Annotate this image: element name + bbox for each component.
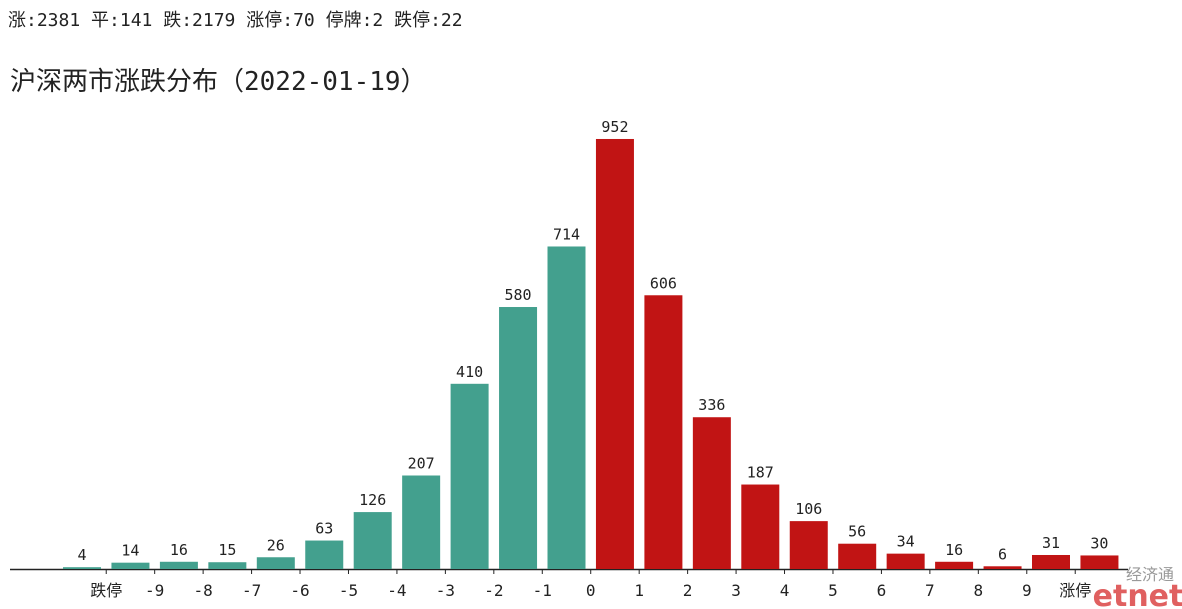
value-label: 336 xyxy=(698,396,725,414)
value-label: 714 xyxy=(553,225,580,243)
bar xyxy=(886,553,925,569)
bar xyxy=(1032,554,1070,569)
x-tick-label: 4 xyxy=(780,581,790,600)
value-label: 56 xyxy=(848,523,866,541)
value-label: 126 xyxy=(359,491,386,509)
bar xyxy=(256,557,295,569)
value-label: 15 xyxy=(218,541,236,559)
chart-title: 沪深两市涨跌分布（2022-01-19） xyxy=(10,67,427,97)
value-label: 187 xyxy=(747,464,774,482)
bar xyxy=(111,562,150,569)
bar xyxy=(353,512,392,569)
value-label: 952 xyxy=(601,118,628,136)
bar xyxy=(983,566,1022,569)
bar xyxy=(1080,555,1119,569)
x-tick-label: 0 xyxy=(586,581,596,600)
x-tick-label: 8 xyxy=(974,581,984,600)
bar xyxy=(63,567,101,569)
value-label: 26 xyxy=(267,536,285,554)
bar xyxy=(402,475,441,569)
bar xyxy=(838,543,877,569)
value-label: 106 xyxy=(795,500,822,518)
x-tick-label: -7 xyxy=(242,581,261,600)
bar xyxy=(692,417,731,569)
value-label: 34 xyxy=(897,533,915,551)
value-label: 16 xyxy=(170,541,188,559)
x-tick-label: -5 xyxy=(339,581,358,600)
x-tick-label: -6 xyxy=(290,581,309,600)
value-label: 606 xyxy=(650,274,677,292)
bar xyxy=(547,246,586,569)
x-tick-label: -1 xyxy=(533,581,552,600)
bar xyxy=(208,562,247,569)
value-label: 30 xyxy=(1090,534,1108,552)
value-label: 410 xyxy=(456,363,483,381)
bar xyxy=(644,295,683,569)
bar xyxy=(450,383,489,569)
value-label: 14 xyxy=(121,542,139,560)
value-label: 6 xyxy=(998,545,1007,563)
x-tick-label: 涨停 xyxy=(1059,581,1091,600)
bar xyxy=(159,561,198,569)
bar xyxy=(305,540,344,569)
x-tick-label: -3 xyxy=(436,581,455,600)
value-label: 4 xyxy=(77,546,86,564)
x-tick-label: 9 xyxy=(1022,581,1032,600)
summary: 涨:2381 平:141 跌:2179 涨停:70 停牌:2 跌停:22 xyxy=(8,10,463,31)
x-tick-label: -2 xyxy=(484,581,503,600)
bar xyxy=(595,138,634,569)
x-tick-label: 跌停 xyxy=(90,581,122,600)
x-tick-label: -4 xyxy=(387,581,406,600)
value-label: 31 xyxy=(1042,534,1060,552)
watermark-cn: 经济通 xyxy=(1126,565,1174,584)
x-tick-label: 5 xyxy=(828,581,838,600)
value-label: 16 xyxy=(945,541,963,559)
x-tick-label: 1 xyxy=(634,581,644,600)
x-tick-label: -9 xyxy=(145,581,164,600)
x-tick-label: 7 xyxy=(925,581,935,600)
watermark-en: etnet xyxy=(1093,579,1182,609)
bar xyxy=(741,484,780,569)
value-label: 207 xyxy=(408,454,435,472)
x-tick-label: 3 xyxy=(731,581,741,600)
x-tick-label: 6 xyxy=(877,581,887,600)
bar xyxy=(789,521,828,569)
x-tick-label: 2 xyxy=(683,581,693,600)
value-label: 63 xyxy=(315,520,333,538)
bar xyxy=(499,307,538,569)
x-tick-label: -8 xyxy=(193,581,212,600)
bar xyxy=(935,561,974,569)
value-label: 580 xyxy=(505,286,532,304)
